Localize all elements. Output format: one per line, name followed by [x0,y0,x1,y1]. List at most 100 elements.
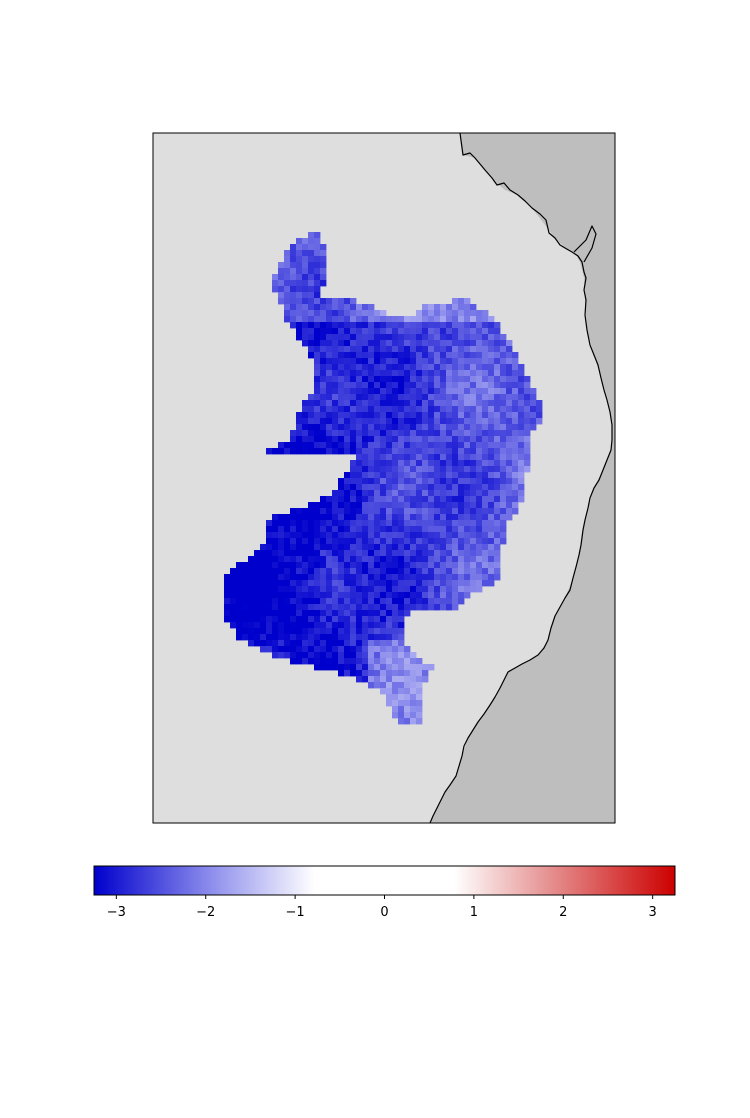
data-cell [332,526,339,533]
data-cell [344,442,351,449]
data-cell [494,550,501,557]
data-cell [356,520,363,527]
data-cell [440,304,447,311]
data-cell [380,514,387,521]
data-cell [272,628,279,635]
data-cell [266,562,273,569]
data-cell [482,376,489,383]
data-cell [410,418,417,425]
data-cell [512,388,519,395]
data-cell [494,340,501,347]
data-cell [404,454,411,461]
data-cell [356,394,363,401]
data-cell [410,700,417,707]
data-cell [320,610,327,617]
data-cell [374,310,381,317]
data-cell [236,622,243,629]
data-cell [338,448,345,455]
data-cell [386,520,393,527]
data-cell [422,568,429,575]
data-cell [482,466,489,473]
data-cell [422,550,429,557]
data-cell [356,664,363,671]
data-cell [446,586,453,593]
data-cell [386,430,393,437]
data-cell [416,496,423,503]
data-cell [362,622,369,629]
data-cell [386,574,393,581]
data-cell [476,412,483,419]
data-cell [320,352,327,359]
data-cell [512,370,519,377]
data-cell [452,586,459,593]
data-cell [518,448,525,455]
data-cell [512,490,519,497]
data-cell [482,382,489,389]
data-cell [488,400,495,407]
data-cell [446,490,453,497]
data-cell [452,496,459,503]
data-cell [446,496,453,503]
data-cell [314,658,321,665]
data-cell [362,328,369,335]
data-cell [338,538,345,545]
data-cell [314,418,321,425]
data-cell [398,442,405,449]
data-cell [272,574,279,581]
data-cell [338,634,345,641]
data-cell [380,394,387,401]
data-cell [362,460,369,467]
data-cell [422,388,429,395]
data-cell [356,400,363,407]
data-cell [416,406,423,413]
data-cell [470,400,477,407]
data-cell [350,658,357,665]
data-cell [428,442,435,449]
data-cell [308,598,315,605]
data-cell [404,412,411,419]
data-cell [464,508,471,515]
data-cell [410,358,417,365]
data-cell [314,274,321,281]
data-cell [380,478,387,485]
data-cell [440,586,447,593]
data-cell [374,670,381,677]
data-cell [374,334,381,341]
data-cell [374,358,381,365]
data-cell [278,652,285,659]
data-cell [290,586,297,593]
data-cell [356,310,363,317]
data-cell [380,622,387,629]
data-cell [362,520,369,527]
data-cell [512,478,519,485]
data-cell [386,382,393,389]
data-cell [332,394,339,401]
data-cell [284,634,291,641]
data-cell [356,328,363,335]
data-cell [512,484,519,491]
data-cell [272,568,279,575]
data-cell [512,430,519,437]
data-cell [500,490,507,497]
data-cell [422,424,429,431]
data-cell [392,436,399,443]
data-cell [440,322,447,329]
data-cell [380,544,387,551]
colorbar-tick-label: −3 [107,905,126,920]
data-cell [416,658,423,665]
coastline [429,133,613,823]
data-cell [296,514,303,521]
data-cell [434,316,441,323]
data-cell [314,256,321,263]
data-cell [446,544,453,551]
data-cell [470,472,477,479]
data-cell [482,322,489,329]
data-cell [332,556,339,563]
data-cell [260,556,267,563]
data-cell [362,664,369,671]
data-cell [512,466,519,473]
data-cell [398,610,405,617]
data-cell [404,496,411,503]
data-cell [506,496,513,503]
data-cell [482,358,489,365]
